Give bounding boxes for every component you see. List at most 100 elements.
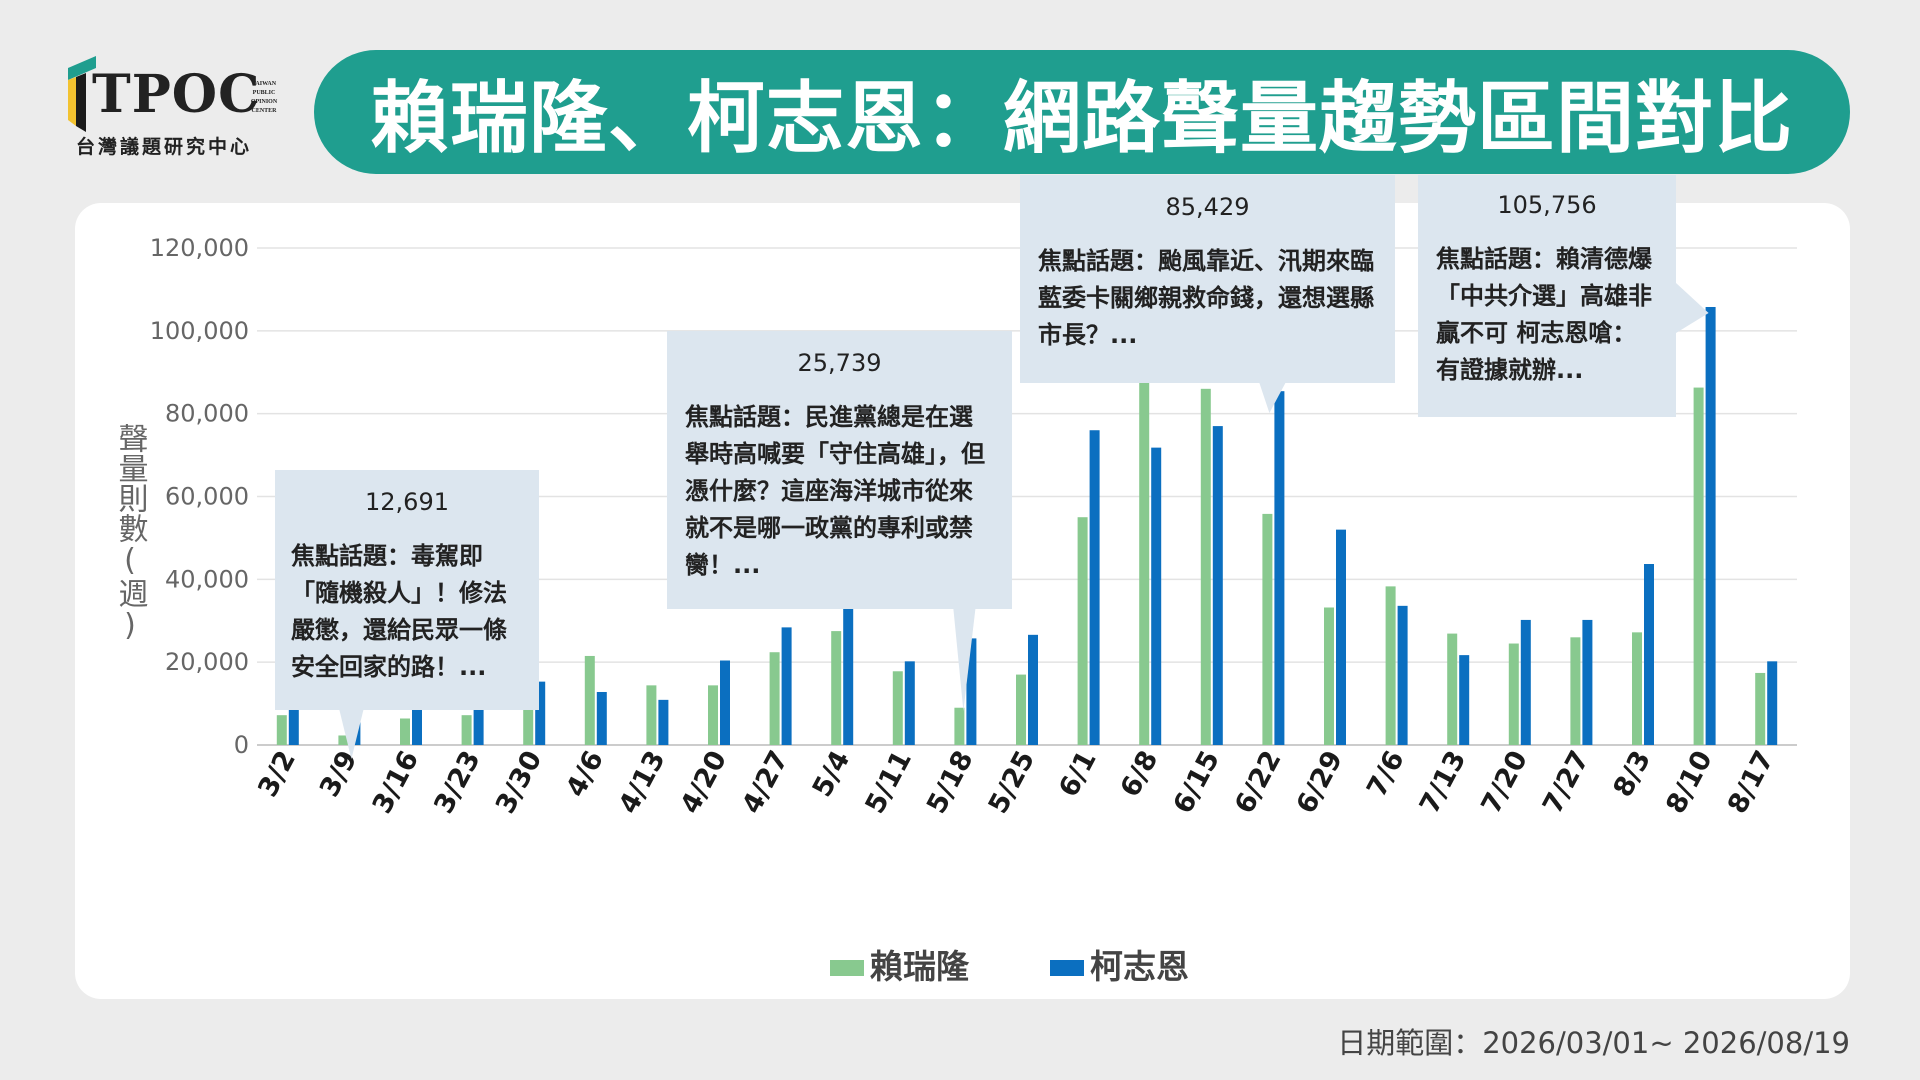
x-tick-label: 5/4 [807,746,857,802]
x-tick-label: 5/18 [921,746,979,819]
bar-ko [966,638,977,745]
callout-text: 焦點話題：民進黨總是在選舉時高喊要「守住高雄」，但憑什麼？這座海洋城市從來就不是… [685,403,985,579]
x-tick-label: 3/9 [314,746,364,802]
callout-value: 12,691 [365,488,449,516]
callout-value: 105,756 [1497,191,1597,219]
bar-lai [1447,633,1458,745]
legend: 賴瑞隆 柯志恩 [830,947,1189,986]
x-tick-label: 8/17 [1722,746,1780,819]
bar-lai [646,685,657,745]
x-tick-label: 8/10 [1660,746,1718,819]
bar-ko [1705,306,1716,745]
x-tick-label: 6/15 [1168,746,1226,819]
x-tick-label: 3/23 [428,746,486,819]
page-title: 賴瑞隆、柯志恩：網路聲量趨勢區間對比 [314,50,1850,174]
bar-lai [1385,586,1396,745]
bar-lai [400,718,410,745]
callout-pointer [1676,283,1709,333]
bar-lai [584,655,595,745]
tpoc-logo: TPOC TAIWAN PUBLIC OPINION CENTER 台灣議題研究… [62,50,292,160]
logo-text: TPOC [92,64,261,125]
bar-ko [1089,430,1100,745]
bar-ko [781,627,792,745]
bar-lai [1262,513,1273,745]
callout-pointer [1259,383,1286,413]
bar-ko [535,681,546,745]
bar-lai [523,703,534,745]
bar-lai [1077,517,1088,745]
x-tick-label: 7/27 [1537,746,1595,819]
legend-swatch [830,960,864,976]
chart-card: 0 20,000 40,000 60,000 80,000 100,000 120,000 … [75,175,1850,999]
callout-5-18: 25,739 焦點話題：民進黨總是在選舉時高喊要「守住高雄」，但憑什麼？這座海洋… [667,331,1012,609]
bar-chart: 020,00040,00060,00080,000100,000120,000 … [113,234,1797,986]
y-tick-label: 0 [234,731,249,759]
x-tick-label: 6/22 [1229,746,1287,819]
bar-ko [288,703,299,745]
bar-lai [1139,368,1150,745]
bar-lai [1755,672,1766,745]
bar-ko [1151,447,1162,745]
bar-lai [831,631,842,745]
x-tick-label: 8/3 [1608,746,1658,802]
y-tick-label: 120,000 [150,234,249,262]
callout-3-9: 12,691 焦點話題：毒駕即「隨機殺人」！修法嚴懲，還給民眾一條安全回家的路！… [275,470,539,710]
bar-lai [769,652,780,745]
bar-ko [1644,564,1654,745]
bar-lai [1200,388,1211,745]
bar-ko [843,573,854,745]
callout-pointer [339,710,364,759]
bar-ko [1274,391,1285,745]
x-tick-label: 7/20 [1476,746,1534,819]
callout-6-22: 85,429 焦點話題：颱風靠近、汛期來臨 藍委卡關鄉親救命錢，還想選縣市長？.… [1020,175,1395,383]
bars [276,306,1778,745]
bar-lai [276,715,287,745]
callout-text: 焦點話題：毒駕即「隨機殺人」！修法嚴懲，還給民眾一條安全回家的路！... [291,542,507,681]
x-tick-label: 6/8 [1115,746,1165,802]
bar-ko [1459,655,1470,745]
x-tick-label: 6/29 [1291,746,1349,819]
bar-lai [708,685,718,745]
y-tick-label: 100,000 [150,317,249,345]
callout-value: 85,429 [1165,193,1250,221]
bar-lai [338,735,349,745]
bar-lai [1570,637,1581,745]
x-tick-label: 4/20 [675,746,733,819]
bar-ko [1397,605,1408,745]
x-tick-label: 5/25 [983,746,1041,819]
legend-label: 賴瑞隆 [870,947,970,986]
x-tick-labels: 3/2 3/9 3/16 3/23 3/30 4/6 4/13 4/20 4/27 5/4 5/11… [252,746,1780,819]
bar-ko [1028,634,1038,745]
bar-lai [1693,387,1704,745]
bar-lai [461,715,472,745]
x-tick-label: 7/13 [1414,746,1472,819]
callout-value: 25,739 [797,349,882,377]
y-tick-label: 20,000 [165,648,249,676]
bar-ko [412,682,422,745]
x-tick-label: 6/1 [1053,746,1103,802]
y-tick-label: 60,000 [165,483,249,511]
bar-ko [720,660,730,745]
legend-swatch [1050,960,1084,976]
bar-ko [596,691,607,745]
y-axis-label: 聲量則數(週) [113,423,148,643]
legend-label: 柯志恩 [1090,947,1189,986]
bar-ko [904,661,915,745]
tpoc-logo-mark-icon [68,56,96,132]
callout-text: 焦點話題：颱風靠近、汛期來臨 藍委卡關鄉親救命錢，還想選縣市長？... [1038,247,1374,349]
bar-ko [1212,426,1223,745]
bar-lai [892,671,903,745]
y-tick-label: 40,000 [165,565,249,593]
bar-lai [954,707,965,745]
callout-8-10: 105,756 焦點話題：賴清德爆「中共介選」高雄非贏不可 柯志恩嗆：有證據就辦… [1418,175,1676,417]
x-tick-label: 4/13 [613,746,671,819]
bar-ko [658,699,669,745]
x-tick-label: 5/11 [860,746,918,819]
logo-chinese-name: 台灣議題研究中心 [76,136,253,158]
date-range: 日期範圍：2026/03/01~ 2026/08/19 [1337,1026,1850,1060]
bar-ko [1582,619,1593,745]
logo-en: TAIWAN PUBLIC OPINION CENTER [250,81,278,114]
callout-pointers [339,283,1709,759]
bar-lai [1324,607,1334,745]
x-tick-label: 4/6 [560,746,610,802]
